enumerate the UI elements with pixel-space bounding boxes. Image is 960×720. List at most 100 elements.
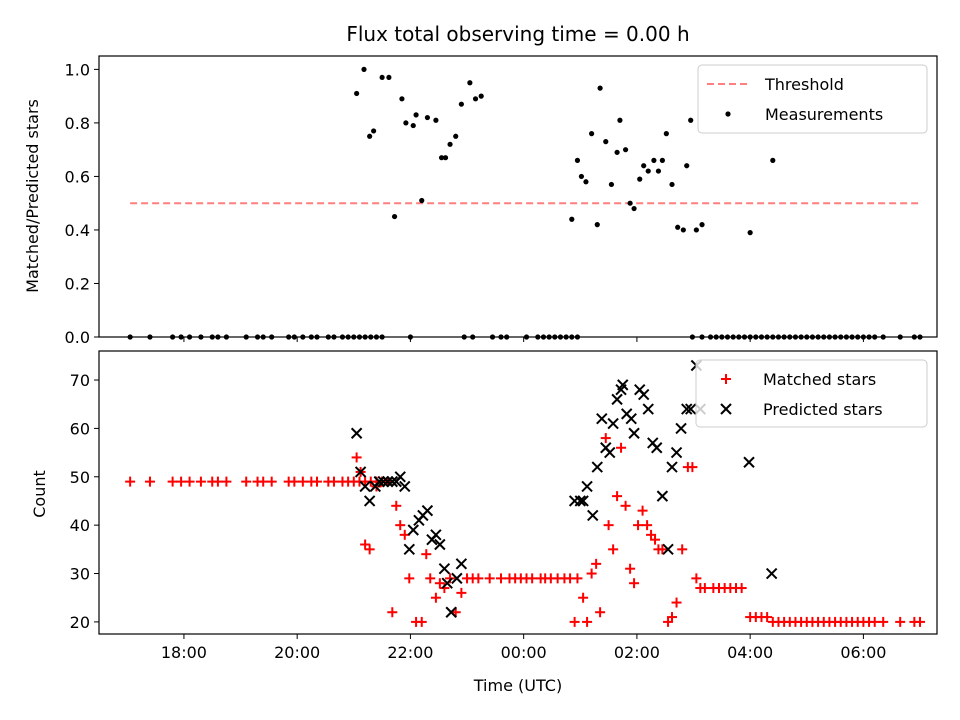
measurement-point bbox=[622, 147, 629, 153]
predicted-star-point bbox=[604, 446, 616, 459]
measurement-point bbox=[684, 163, 690, 169]
predicted-star-points bbox=[350, 359, 778, 618]
legend-predicted-label: Predicted stars bbox=[763, 400, 883, 419]
bottom-y-tick-label: 20 bbox=[70, 613, 90, 632]
predicted-star-point bbox=[354, 466, 367, 478]
predicted-star-point bbox=[628, 427, 640, 439]
predicted-star-point bbox=[662, 543, 674, 556]
top-y-axis-label: Matched/Predicted stars bbox=[23, 99, 42, 293]
top-y-tick-label: 0.2 bbox=[65, 274, 90, 293]
predicted-star-point bbox=[574, 495, 586, 507]
measurement-point bbox=[354, 90, 360, 97]
matched-star-point bbox=[869, 616, 880, 627]
matched-star-point bbox=[144, 476, 155, 487]
matched-star-point bbox=[496, 573, 507, 584]
measurement-point bbox=[433, 117, 439, 123]
predicted-star-point bbox=[421, 504, 434, 517]
matched-star-point bbox=[434, 578, 445, 589]
predicted-star-point bbox=[591, 461, 603, 473]
predicted-star-point bbox=[611, 393, 623, 406]
measurement-point bbox=[403, 120, 409, 126]
matched-star-point bbox=[878, 616, 889, 627]
predicted-star-point bbox=[656, 490, 669, 502]
matched-star-point bbox=[600, 433, 611, 444]
matched-star-point bbox=[167, 476, 178, 487]
top-y-tick-label: 1.0 bbox=[65, 60, 90, 79]
measurement-point bbox=[680, 227, 686, 233]
matched-star-point bbox=[328, 476, 339, 487]
predicted-star-point bbox=[441, 577, 453, 589]
measurement-point bbox=[569, 216, 575, 222]
matched-star-point bbox=[586, 568, 597, 579]
legend-measurements-label: Measurements bbox=[765, 105, 883, 124]
bottom-x-tick-label: 06:00 bbox=[840, 643, 886, 662]
matched-star-point bbox=[629, 578, 640, 589]
legend-threshold-label: Threshold bbox=[764, 75, 844, 94]
top-y-tick-label: 0.6 bbox=[65, 167, 90, 186]
predicted-star-point bbox=[434, 538, 446, 551]
matched-star-point bbox=[425, 573, 436, 584]
predicted-star-point bbox=[642, 403, 654, 415]
predicted-star-point bbox=[451, 572, 463, 585]
measurement-point bbox=[467, 80, 473, 86]
top-y-tick-label: 0.8 bbox=[65, 114, 90, 133]
matched-star-point bbox=[456, 587, 467, 598]
matched-star-point bbox=[736, 583, 747, 594]
matched-star-point bbox=[364, 544, 375, 555]
matched-star-point bbox=[895, 616, 906, 627]
matched-star-point bbox=[473, 573, 484, 584]
matched-star-point bbox=[212, 476, 223, 487]
measurement-point bbox=[367, 133, 373, 139]
matched-star-point bbox=[241, 476, 252, 487]
predicted-star-point bbox=[596, 413, 608, 425]
measurement-point bbox=[631, 205, 637, 212]
matched-star-point bbox=[608, 544, 619, 555]
measurement-point bbox=[669, 181, 675, 188]
matched-star-point bbox=[404, 573, 415, 584]
matched-star-point bbox=[176, 476, 187, 487]
matched-star-point bbox=[671, 597, 682, 608]
measurement-point bbox=[659, 157, 665, 163]
measurement-point bbox=[391, 213, 398, 220]
matched-star-point bbox=[667, 612, 678, 623]
bottom-y-tick-label: 50 bbox=[70, 468, 90, 487]
matched-star-point bbox=[266, 476, 277, 487]
matched-star-point bbox=[387, 607, 398, 618]
matched-star-point bbox=[421, 549, 432, 560]
matched-star-point bbox=[762, 612, 773, 623]
bottom-y-ticks: 20 30 40 50 60 70 bbox=[70, 371, 99, 632]
measurement-point bbox=[770, 157, 776, 163]
legend-measurements-marker bbox=[725, 111, 731, 117]
matched-star-point bbox=[572, 573, 583, 584]
matched-star-point bbox=[258, 476, 269, 487]
predicted-star-point bbox=[430, 529, 442, 541]
predicted-star-point bbox=[625, 413, 637, 425]
predicted-star-point bbox=[581, 480, 593, 493]
bottom-legend-box bbox=[695, 359, 928, 428]
legend-plus-glyph bbox=[721, 374, 731, 384]
measurement-point bbox=[627, 200, 633, 206]
measurement-point bbox=[597, 85, 603, 91]
legend-matched-marker bbox=[721, 374, 731, 384]
measurement-point bbox=[574, 157, 581, 163]
predicted-star-point bbox=[399, 480, 411, 493]
predicted-star-point bbox=[403, 543, 415, 556]
bottom-y-tick-label: 70 bbox=[70, 371, 90, 390]
matched-star-point bbox=[297, 476, 308, 487]
matched-star-point bbox=[527, 573, 538, 584]
matched-star-point bbox=[391, 500, 402, 511]
predicted-star-point bbox=[617, 379, 629, 391]
top-y-ticks: 0.0 0.2 0.4 0.6 0.8 1.0 bbox=[65, 60, 99, 347]
predicted-star-point bbox=[407, 524, 419, 536]
matched-star-point bbox=[642, 520, 653, 531]
measurement-point bbox=[655, 168, 662, 174]
top-panel: Flux total observing time = 0.00 h Match… bbox=[23, 22, 938, 347]
predicted-star-point bbox=[743, 456, 755, 468]
legend-predicted-marker bbox=[720, 403, 732, 415]
measurement-point bbox=[424, 114, 431, 121]
matched-star-point bbox=[569, 616, 580, 627]
measurement-point bbox=[472, 96, 479, 102]
measurement-point bbox=[413, 112, 419, 118]
matched-star-point bbox=[221, 476, 232, 487]
matched-star-point bbox=[484, 573, 495, 584]
